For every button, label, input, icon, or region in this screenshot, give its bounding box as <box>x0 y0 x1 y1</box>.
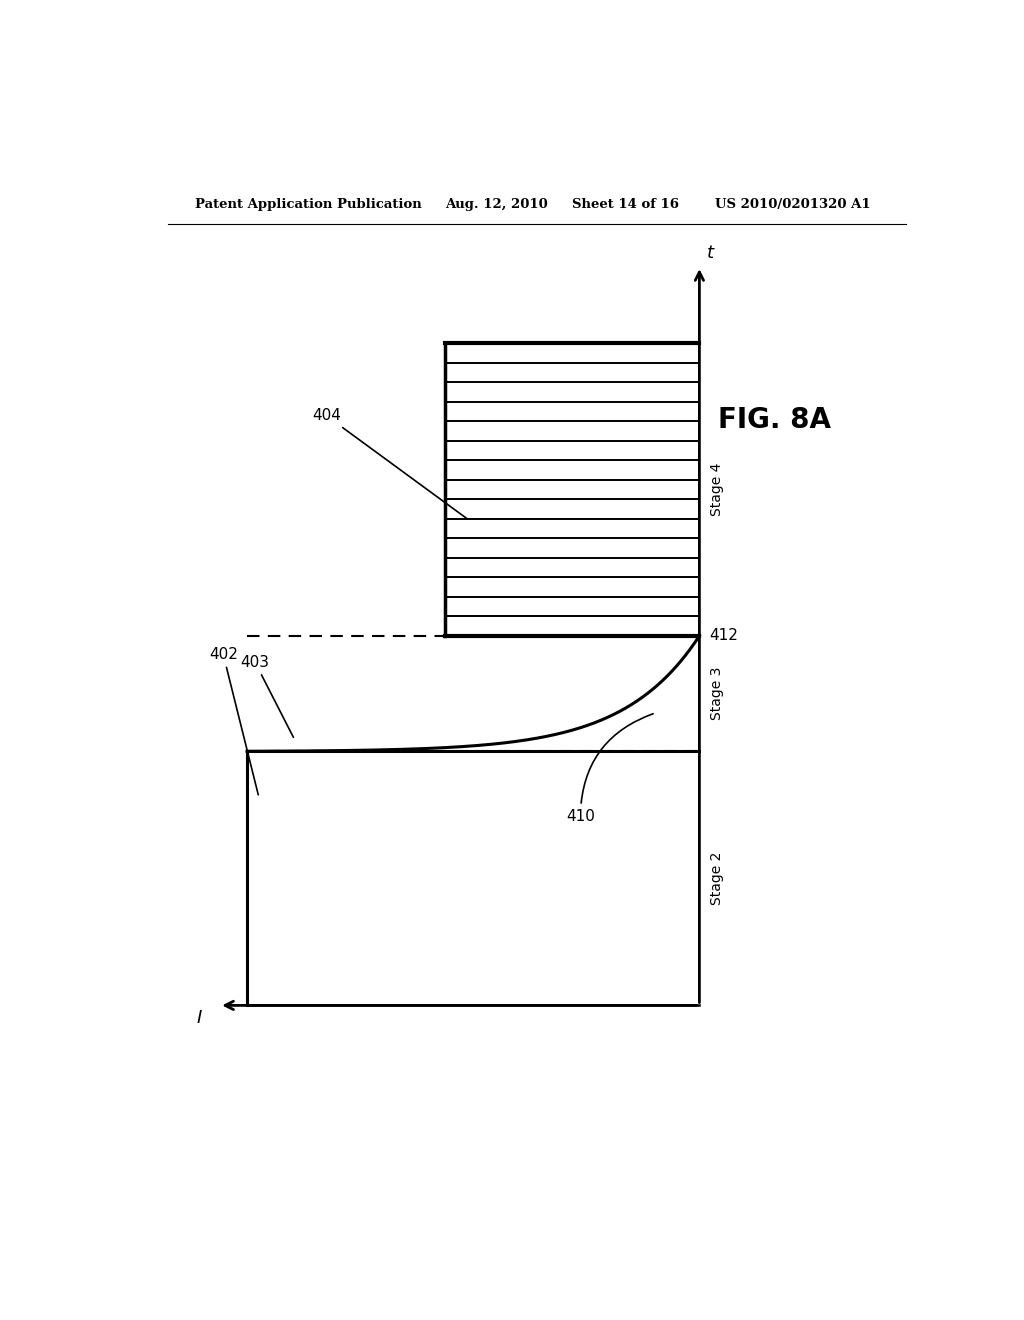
Text: US 2010/0201320 A1: US 2010/0201320 A1 <box>716 198 870 211</box>
Text: t: t <box>708 244 715 263</box>
Text: Stage 2: Stage 2 <box>710 851 724 906</box>
Text: Patent Application Publication: Patent Application Publication <box>196 198 422 211</box>
Text: FIG. 8A: FIG. 8A <box>718 407 831 434</box>
Text: 410: 410 <box>566 714 653 824</box>
Text: 403: 403 <box>241 655 294 738</box>
Text: 402: 402 <box>209 647 258 795</box>
Text: Sheet 14 of 16: Sheet 14 of 16 <box>572 198 679 211</box>
Text: Aug. 12, 2010: Aug. 12, 2010 <box>445 198 548 211</box>
Text: Stage 4: Stage 4 <box>710 463 724 516</box>
Text: Stage 3: Stage 3 <box>710 667 724 721</box>
Text: 412: 412 <box>709 628 737 643</box>
Text: 404: 404 <box>312 408 467 519</box>
Text: I: I <box>197 1010 202 1027</box>
